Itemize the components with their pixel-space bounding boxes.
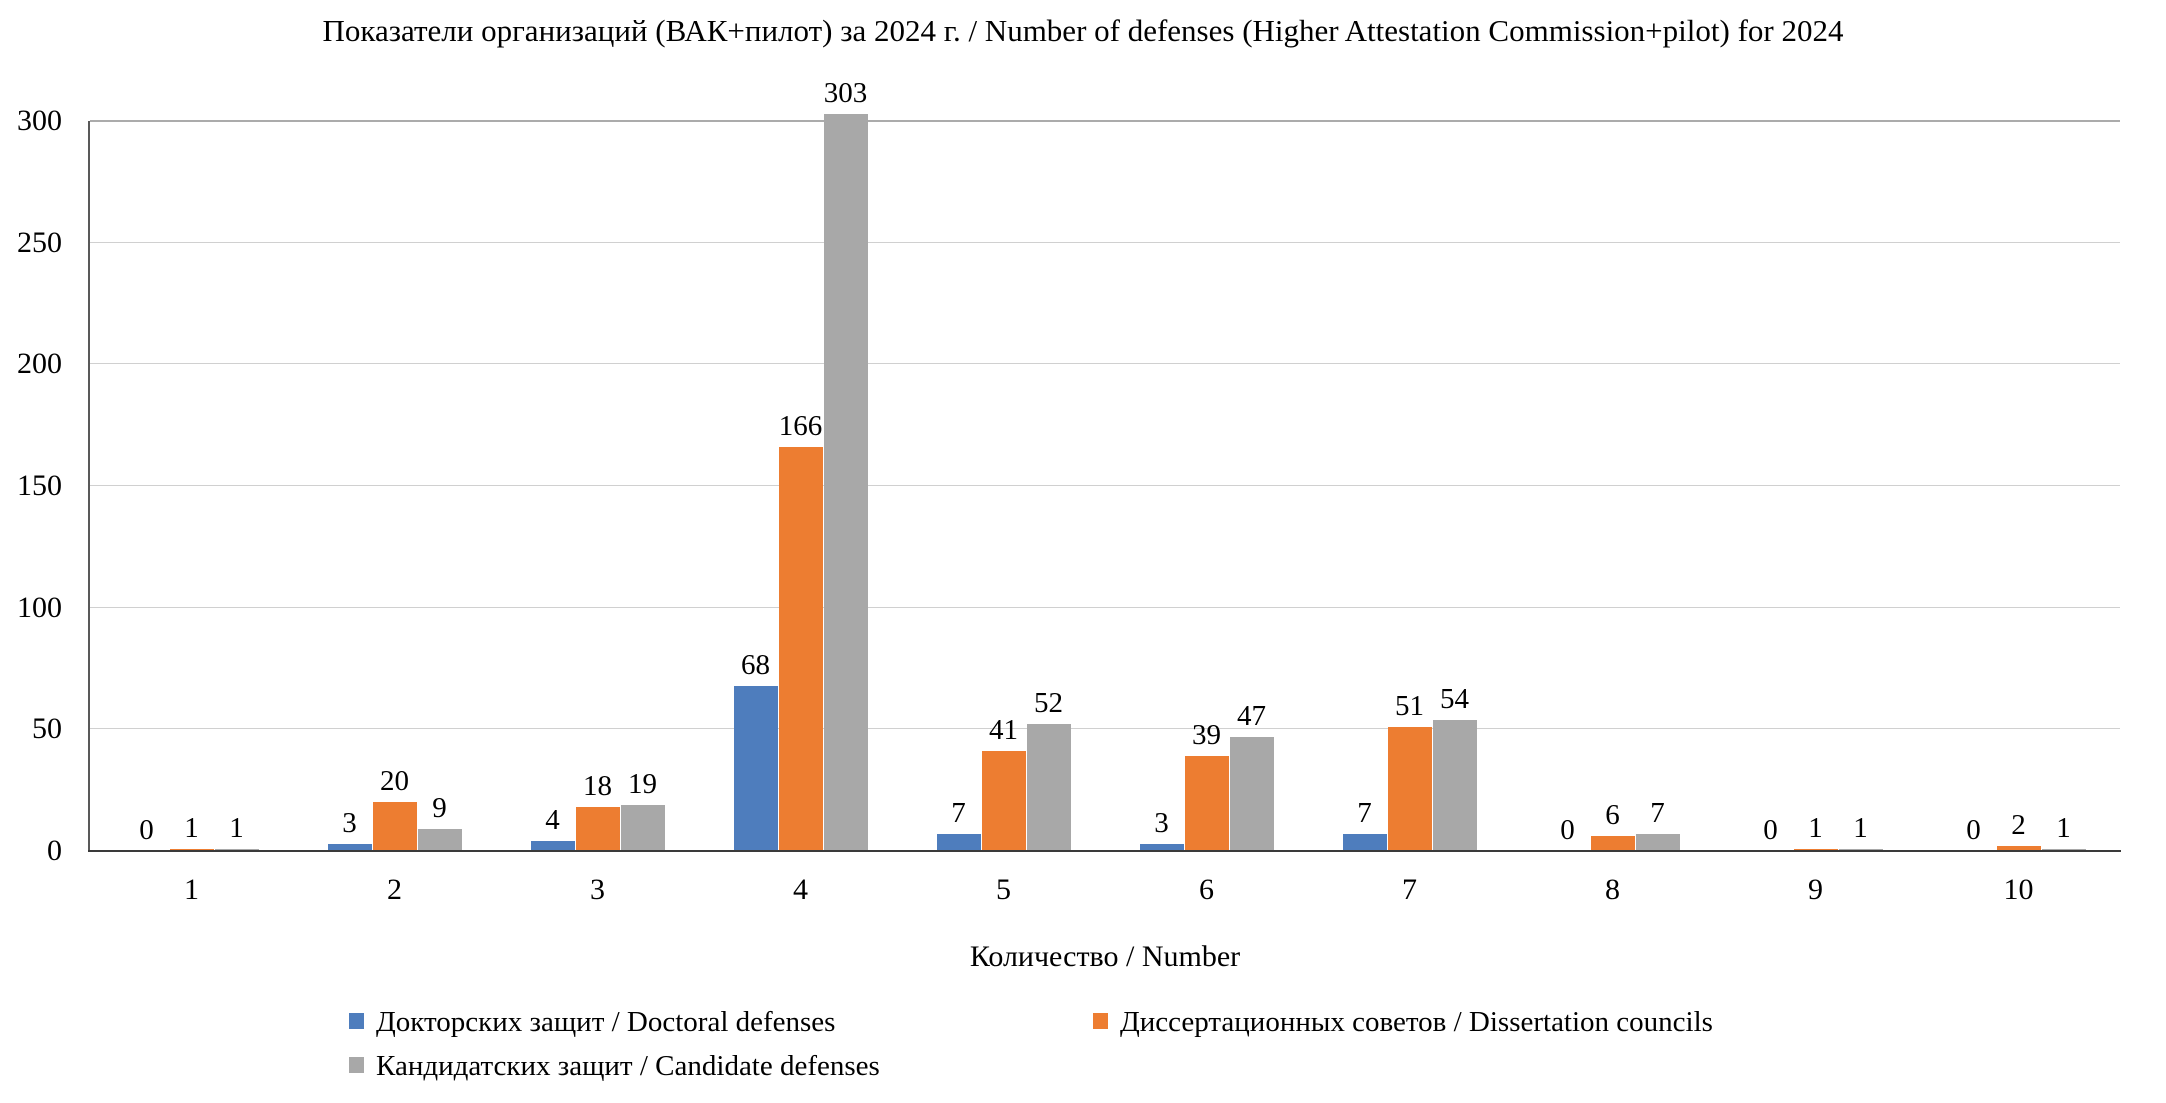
- bar-value-label: 19: [628, 767, 657, 800]
- y-axis-line: [88, 121, 90, 851]
- bar-series2-cat10: [1996, 846, 2041, 851]
- bar-series2-cat3: [575, 807, 620, 851]
- bar-value-label: 1: [1853, 811, 1868, 844]
- gridline: [90, 728, 2120, 730]
- bar-value-label: 18: [583, 770, 612, 803]
- bar-series1-cat3: [530, 841, 575, 851]
- bar-series3-cat8: [1635, 833, 1680, 851]
- bar-series3-cat5: [1026, 724, 1071, 851]
- gridline: [90, 241, 2120, 243]
- y-tick-label: 100: [17, 590, 62, 624]
- bar-series2-cat5: [981, 751, 1026, 851]
- x-tick-label-4: 4: [793, 873, 808, 906]
- bar-value-label: 6: [1605, 799, 1620, 832]
- bar-value-label: 39: [1192, 719, 1221, 752]
- x-tick-label-8: 8: [1605, 873, 1620, 906]
- bar-series1-cat7: [1342, 833, 1387, 851]
- bar-value-label: 3: [1154, 806, 1169, 839]
- legend-item-series1: Докторских защит / Doctoral defenses: [349, 1004, 835, 1040]
- bar-series1-cat4: [733, 685, 778, 851]
- bar-series3-cat7: [1432, 719, 1477, 851]
- bar-value-label: 52: [1034, 687, 1063, 720]
- bar-series1-cat6: [1139, 843, 1184, 851]
- bar-value-label: 0: [1966, 814, 1981, 846]
- legend-swatch-icon: [1093, 1013, 1108, 1030]
- bar-value-label: 47: [1237, 699, 1266, 732]
- plot-area: 0 1 1 1 3 20 9 2 4 18 19 3 68 166 303 4 7 41 52 5 3 39 47 6 7 51 5…: [90, 77, 2120, 906]
- bar-series2-cat6: [1184, 756, 1229, 851]
- x-tick-label-5: 5: [996, 873, 1011, 906]
- bar-value-label: 0: [1560, 814, 1575, 846]
- x-tick-label-7: 7: [1402, 873, 1417, 906]
- bar-value-label: 1: [1808, 811, 1823, 844]
- x-tick-label-6: 6: [1199, 873, 1214, 906]
- bar-series3-cat10: [2041, 848, 2086, 851]
- gridline-top: [90, 120, 2120, 122]
- bar-value-label: 54: [1440, 682, 1469, 715]
- legend-label: Диссертационных советов / Dissertation c…: [1120, 1006, 1713, 1038]
- bar-series3-cat2: [417, 829, 462, 851]
- y-tick-label: 250: [17, 225, 62, 259]
- chart-title: Показатели организаций (ВАК+пилот) за 20…: [322, 13, 1844, 48]
- bar-value-label: 1: [2056, 811, 2071, 844]
- bar-value-label: 9: [432, 792, 447, 825]
- x-tick-label-10: 10: [2003, 873, 2034, 906]
- bar-value-label: 4: [545, 804, 560, 837]
- bar-value-label: 0: [139, 814, 154, 846]
- x-tick-label-3: 3: [590, 873, 605, 906]
- legend-swatch-icon: [349, 1013, 364, 1030]
- legend-item-series3: Кандидатских защит / Candidate defenses: [349, 1048, 880, 1084]
- x-tick-label-1: 1: [184, 873, 199, 906]
- bar-series2-cat8: [1590, 836, 1635, 851]
- legend-label: Кандидатских защит / Candidate defenses: [376, 1050, 880, 1082]
- x-axis-line: [88, 850, 2121, 852]
- bar-series3-cat9: [1838, 848, 1883, 851]
- bar-series2-cat7: [1387, 726, 1432, 851]
- legend-label: Докторских защит / Doctoral defenses: [376, 1006, 836, 1038]
- bar-value-label: 68: [741, 648, 770, 681]
- x-tick-label-9: 9: [1808, 873, 1823, 906]
- bar-value-label: 51: [1395, 689, 1424, 722]
- y-tick-label: 50: [32, 712, 62, 746]
- bar-value-label: 166: [778, 410, 823, 443]
- y-tick-label: 200: [17, 347, 62, 381]
- bar-series2-cat4: [778, 447, 823, 851]
- gridline: [90, 485, 2120, 486]
- y-axis-labels: 0 50 100 150 200 250 300: [0, 106, 62, 866]
- bar-value-label: 7: [1650, 796, 1665, 829]
- gridline: [90, 363, 2120, 365]
- bar-series2-cat9: [1793, 848, 1838, 851]
- bar-value-label: 2: [2011, 809, 2026, 842]
- bar-value-label: 20: [380, 765, 409, 798]
- gridline: [90, 606, 2120, 608]
- bar-value-label: 7: [951, 796, 966, 829]
- bar-value-label: 1: [229, 811, 244, 844]
- y-tick-label: 300: [17, 104, 62, 137]
- legend-swatch-icon: [349, 1057, 364, 1074]
- bar-series3-cat1: [214, 848, 259, 851]
- bar-value-label: 3: [342, 806, 357, 839]
- y-tick-label: 150: [17, 469, 62, 502]
- x-tick-label-2: 2: [387, 873, 402, 906]
- legend-item-series2: Диссертационных советов / Dissertation c…: [1093, 1004, 1713, 1040]
- x-axis-title: Количество / Number: [969, 940, 1241, 973]
- bar-value-label: 7: [1357, 796, 1372, 829]
- bar-series2-cat2: [372, 802, 417, 851]
- bar-value-label: 0: [1763, 814, 1778, 846]
- bar-series1-cat2: [327, 843, 372, 851]
- bar-series2-cat1: [169, 848, 214, 851]
- bar-series1-cat5: [936, 833, 981, 851]
- bar-value-label: 303: [823, 76, 868, 109]
- bar-series3-cat6: [1229, 736, 1274, 851]
- y-tick-label: 0: [47, 834, 62, 867]
- bar-series3-cat4: [823, 113, 868, 851]
- bar-series3-cat3: [620, 804, 665, 851]
- bar-value-label: 1: [184, 811, 199, 844]
- bar-value-label: 41: [989, 714, 1018, 747]
